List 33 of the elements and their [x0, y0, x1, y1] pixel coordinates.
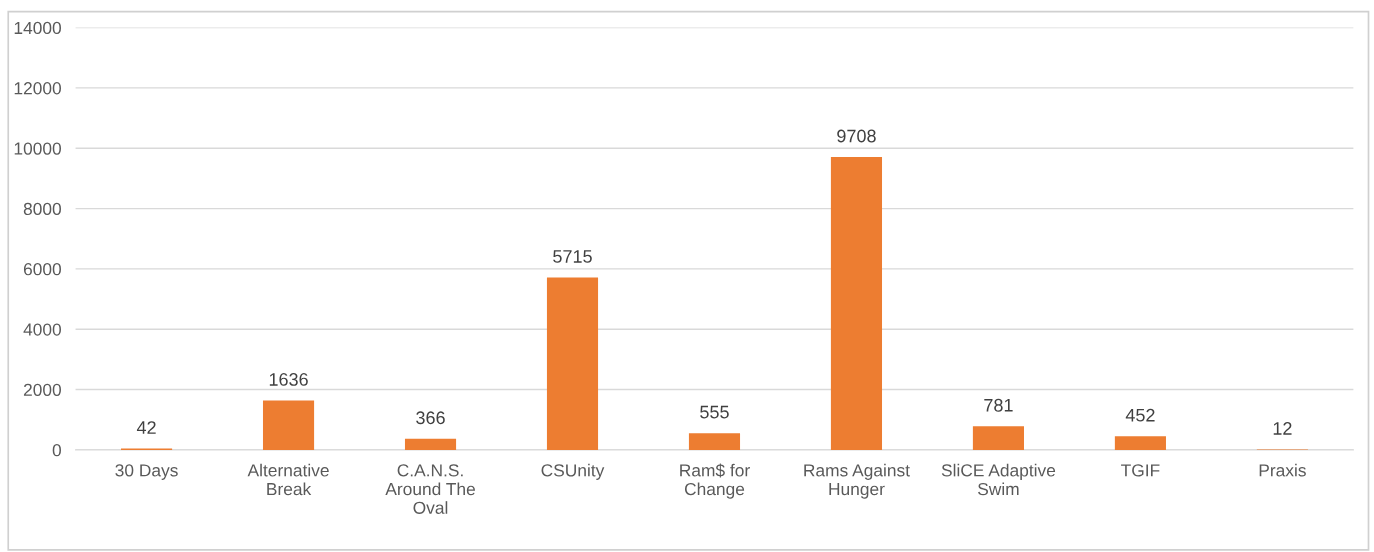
x-tick-label: SliCE Adaptive Swim: [941, 463, 1056, 496]
data-label: 5715: [553, 250, 592, 263]
x-tick-label: Ram$ for Change: [680, 463, 750, 499]
data-label: 452: [1125, 408, 1155, 422]
y-tick-label: 14000: [14, 21, 62, 35]
data-label: 366: [416, 411, 445, 425]
data-label: 42: [136, 421, 156, 434]
bar: [1114, 436, 1166, 450]
x-tick-label: C.A.N.S. Around The Oval: [385, 464, 475, 514]
data-label: 1636: [269, 373, 308, 386]
bar: [972, 426, 1024, 450]
x-tick-label: Alternative Break: [247, 463, 329, 496]
y-tick-label: 0: [52, 444, 61, 457]
bar: [688, 433, 741, 450]
x-tick-label: 30 Days: [115, 464, 178, 480]
data-label: 9708: [837, 129, 876, 143]
data-label: 555: [700, 405, 729, 419]
x-tick-label: TGIF: [1121, 464, 1160, 477]
data-label: 781: [984, 398, 1013, 412]
y-tick-label: 4000: [23, 323, 62, 336]
x-tick-label: Praxis: [1259, 463, 1306, 477]
y-tick-label: 10000: [14, 142, 62, 155]
y-tick-label: 12000: [14, 82, 62, 95]
y-tick-label: 8000: [23, 202, 62, 216]
data-label: 12: [1273, 422, 1292, 435]
x-tick-label: CSUnity: [541, 463, 605, 480]
bar: [262, 400, 315, 450]
bar: [546, 277, 599, 450]
y-tick-label: 6000: [23, 263, 62, 276]
x-tick-label: Rams Against Hunger: [804, 463, 910, 499]
bar: [830, 157, 883, 450]
bar: [404, 438, 457, 450]
y-tick-label: 2000: [23, 383, 62, 397]
